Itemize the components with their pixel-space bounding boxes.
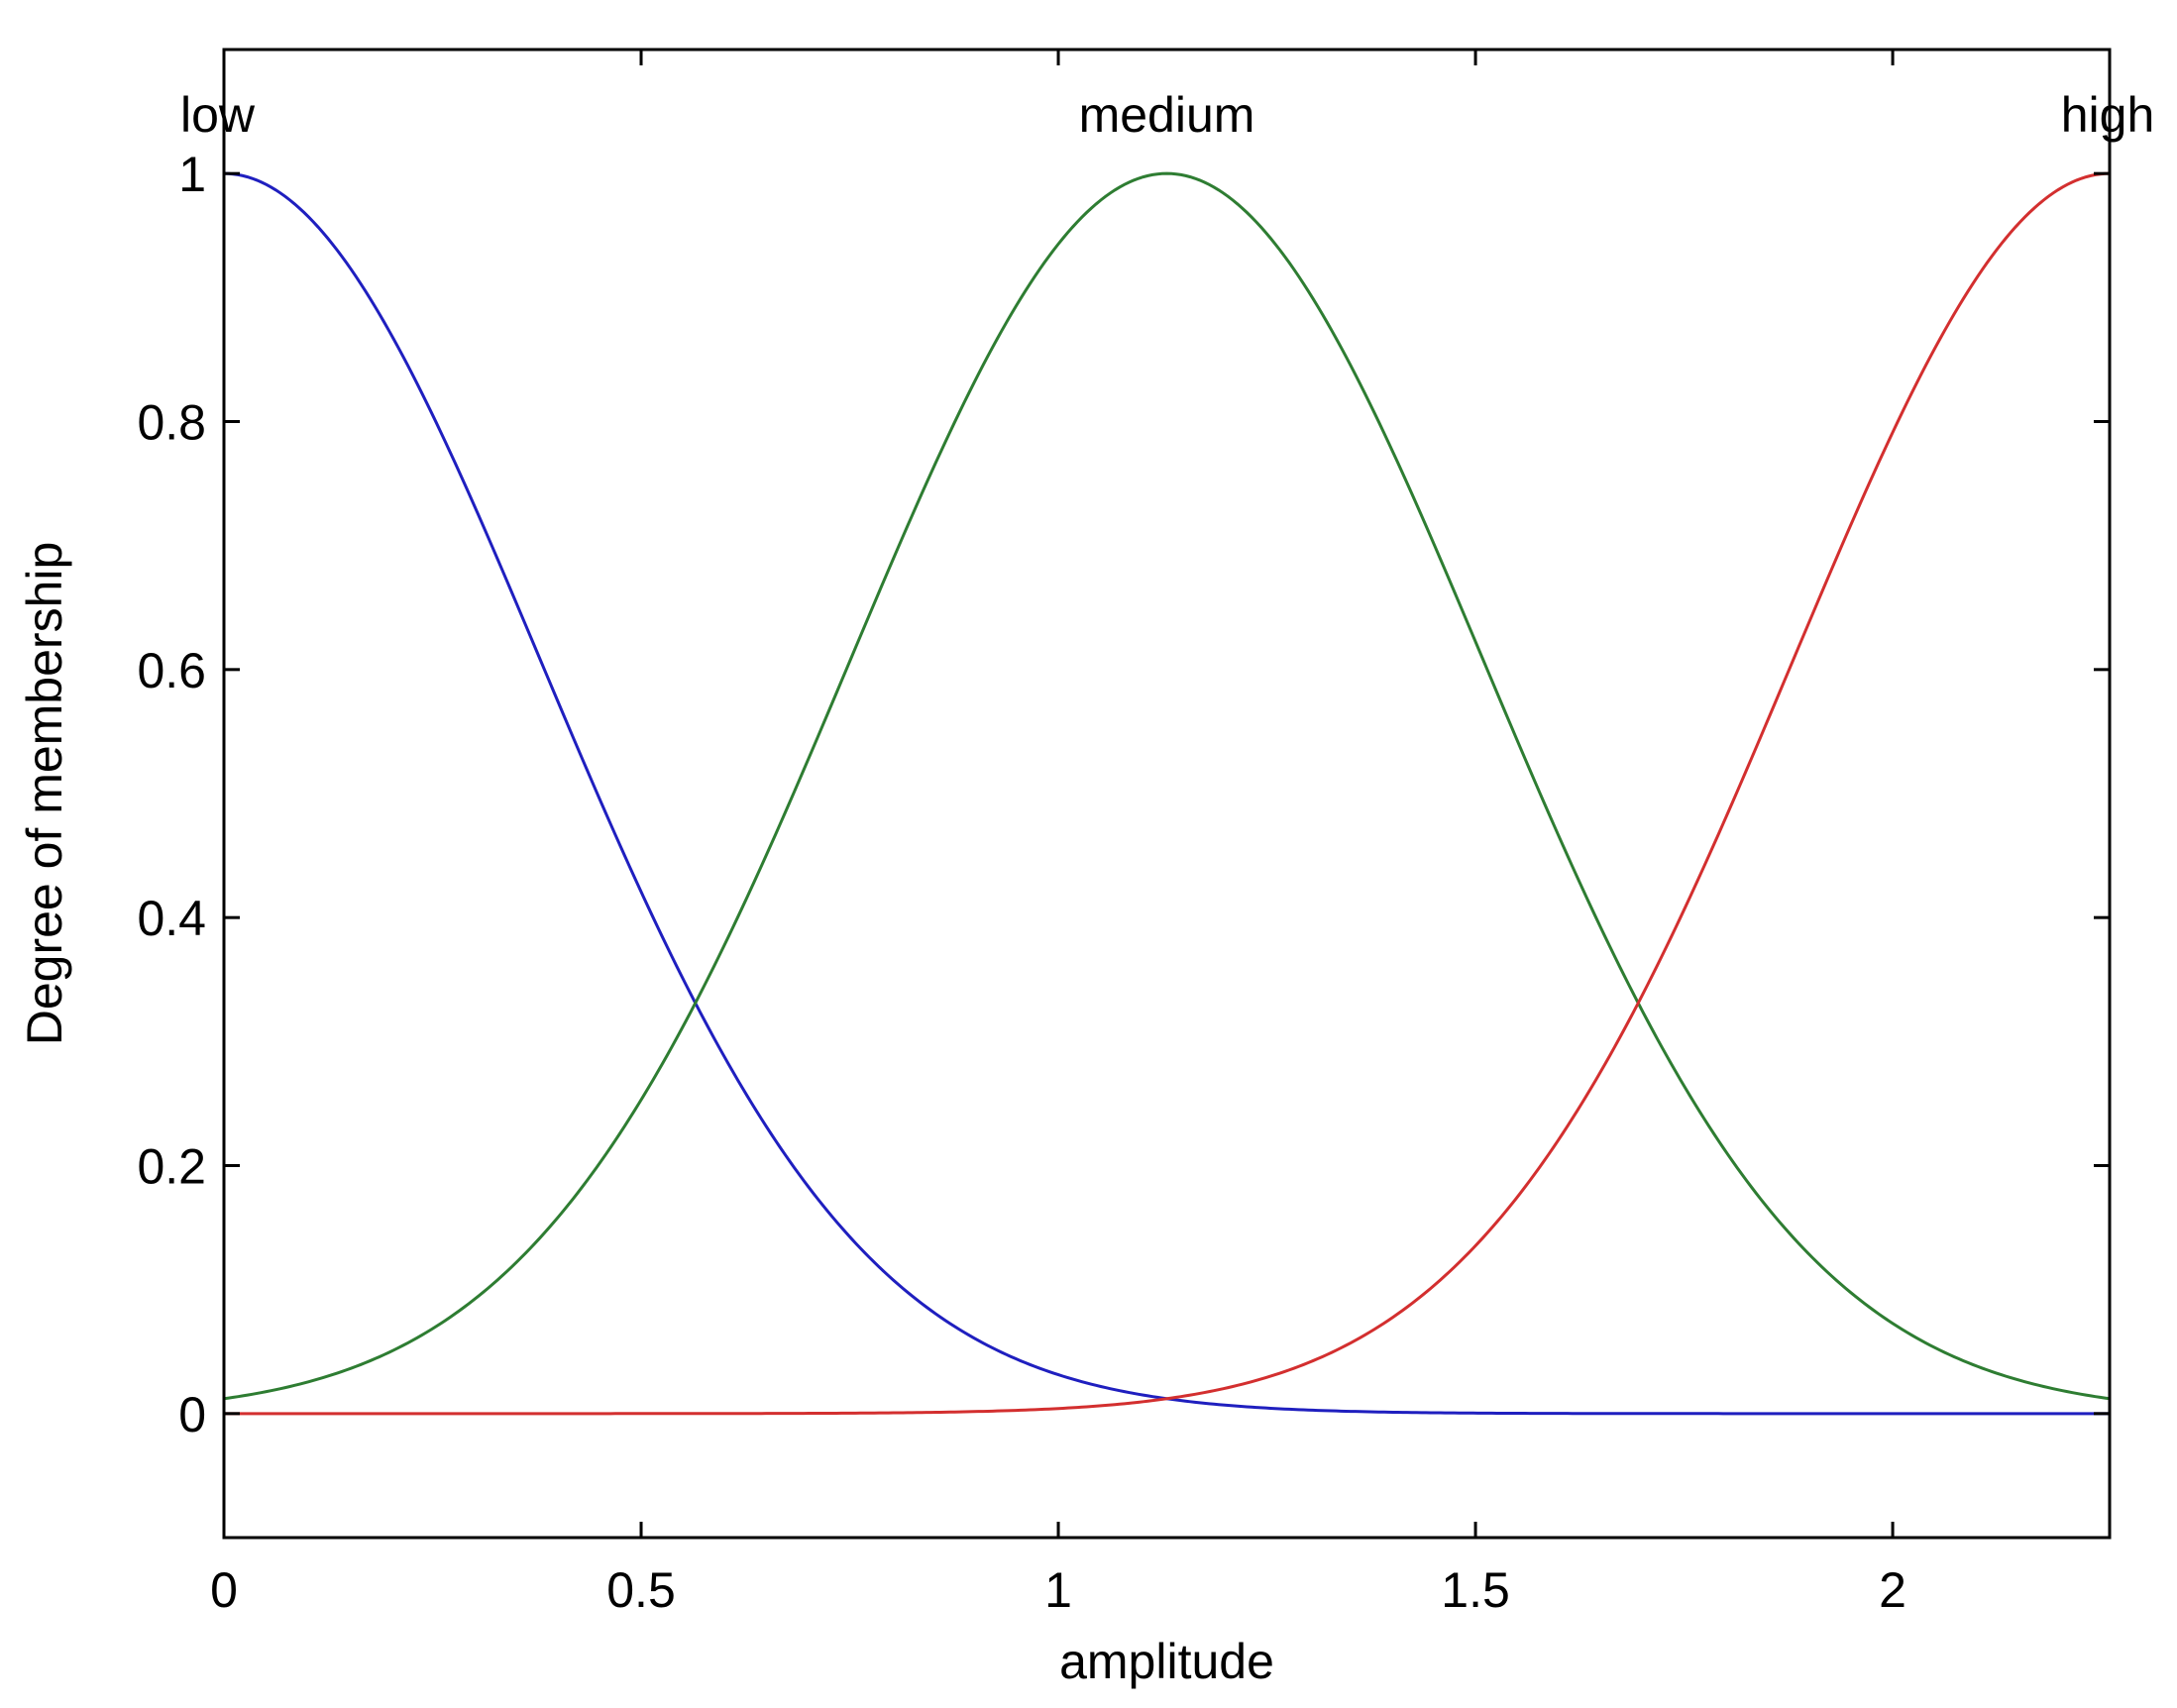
curve-medium [223,171,2111,1401]
x-tick-label: 1.5 [1441,1562,1510,1618]
axis-ticks [222,50,2110,1538]
y-tick-labels: 0 0.2 0.4 0.6 0.8 1 [137,147,206,1442]
y-tick-label: 0.2 [137,1139,206,1195]
series-label-high: high [2061,87,2155,143]
series-name-labels: low medium high [180,87,2154,143]
y-axis-label: Degree of membership [17,542,72,1046]
curve-high [224,171,2111,1416]
series-curves [223,171,2111,1416]
y-tick-label: 0 [178,1387,206,1442]
x-axis-label: amplitude [1059,1634,1274,1689]
y-tick-label: 1 [178,147,206,202]
y-tick-label: 0.4 [137,891,206,946]
x-tick-label: 0.5 [606,1562,676,1618]
x-tick-label: 1 [1044,1562,1072,1618]
y-tick-label: 0.6 [137,643,206,698]
x-tick-label: 2 [1879,1562,1906,1618]
series-label-medium: medium [1079,87,1255,143]
series-label-low: low [180,87,256,143]
y-tick-label: 0.8 [137,395,206,451]
x-tick-label: 0 [210,1562,238,1618]
plot-area-frame [222,48,2112,1540]
x-tick-labels: 0 0.5 1 1.5 2 [210,1562,1906,1618]
